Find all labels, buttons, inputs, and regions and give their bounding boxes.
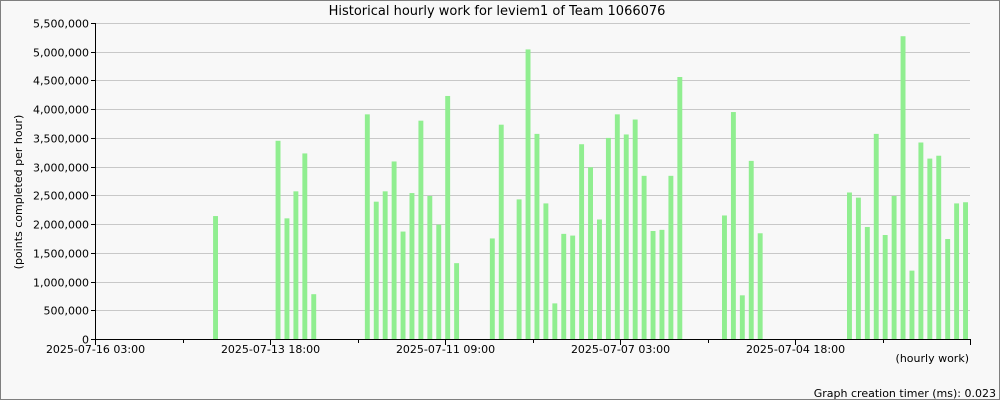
bar xyxy=(311,294,317,339)
bar xyxy=(373,201,379,339)
bar xyxy=(659,229,665,339)
bar xyxy=(936,155,942,339)
bar xyxy=(677,77,683,339)
bar xyxy=(597,219,602,339)
bar xyxy=(748,160,754,339)
bar xyxy=(963,202,968,339)
axes xyxy=(91,23,971,345)
bar xyxy=(275,140,281,339)
y-tick-label: 3,500,000 xyxy=(33,133,89,146)
bar xyxy=(927,158,933,339)
y-tick-label: 5,500,000 xyxy=(33,18,89,31)
bar xyxy=(436,224,442,339)
bar xyxy=(855,197,861,339)
bar xyxy=(614,114,620,339)
bar xyxy=(302,153,308,339)
y-tick-label: 4,500,000 xyxy=(33,75,89,88)
bar xyxy=(364,114,370,339)
bar xyxy=(284,218,290,339)
bar xyxy=(561,233,567,339)
bar xyxy=(847,192,852,339)
y-tick-label: 1,000,000 xyxy=(33,277,89,290)
bars xyxy=(213,36,968,340)
bar xyxy=(543,203,549,339)
bar xyxy=(534,133,540,339)
y-tick-label: 2,000,000 xyxy=(33,219,89,232)
bar xyxy=(498,124,504,339)
x-tick-label: 2025-07-16 03:00 xyxy=(46,343,145,356)
x-tick-label: 2025-07-13 18:00 xyxy=(221,343,320,356)
bar xyxy=(954,203,960,339)
chart-title: Historical hourly work for leviem1 of Te… xyxy=(329,4,666,19)
bar xyxy=(588,167,593,339)
graph-timer-text: Graph creation timer (ms): 0.023 xyxy=(814,387,996,400)
bar xyxy=(909,270,915,339)
y-axis-label: (points completed per hour) xyxy=(12,115,25,270)
bar xyxy=(918,142,924,339)
bar xyxy=(891,195,897,339)
bar xyxy=(739,295,745,339)
x-tick-label: 2025-07-11 09:00 xyxy=(396,343,495,356)
x-tick-label: 2025-07-04 18:00 xyxy=(746,343,845,356)
bar xyxy=(605,137,611,339)
tick-labels: 0 500,000 1,000,000 1,500,000 2,000,000 2,500… xyxy=(33,18,845,357)
bar xyxy=(382,191,388,339)
x-axis-label: (hourly work) xyxy=(896,352,969,365)
y-tick-label: 1,500,000 xyxy=(33,248,89,261)
bar xyxy=(579,144,585,339)
y-tick-label: 0 xyxy=(82,334,89,347)
bar xyxy=(213,216,218,339)
bar xyxy=(445,95,451,339)
bar xyxy=(632,119,638,340)
bar xyxy=(454,263,460,339)
bar xyxy=(418,120,424,339)
bar xyxy=(641,175,647,339)
bar xyxy=(293,191,299,339)
bar xyxy=(489,238,495,339)
grid-lines xyxy=(95,23,970,311)
y-tick-label: 3,000,000 xyxy=(33,162,89,175)
bar xyxy=(525,49,531,340)
bar xyxy=(945,239,951,339)
bar xyxy=(757,233,763,339)
y-tick-label: 5,000,000 xyxy=(33,47,89,60)
bar xyxy=(900,36,906,340)
bar xyxy=(570,235,576,339)
bar xyxy=(516,199,522,339)
bar xyxy=(650,230,656,339)
bar xyxy=(552,303,558,339)
bar xyxy=(400,231,406,339)
y-tick-label: 2,500,000 xyxy=(33,190,89,203)
bar xyxy=(722,215,727,339)
x-tick-label: 2025-07-07 03:00 xyxy=(571,343,670,356)
bar xyxy=(873,133,879,339)
bar xyxy=(668,175,674,339)
y-tick-label: 500,000 xyxy=(44,305,90,318)
y-tick-label: 4,000,000 xyxy=(33,104,89,117)
bar xyxy=(391,161,397,339)
bar xyxy=(730,112,736,339)
bar xyxy=(427,195,433,339)
bar xyxy=(864,226,870,339)
bar xyxy=(409,193,415,339)
bar xyxy=(623,134,629,339)
bar xyxy=(882,235,888,339)
